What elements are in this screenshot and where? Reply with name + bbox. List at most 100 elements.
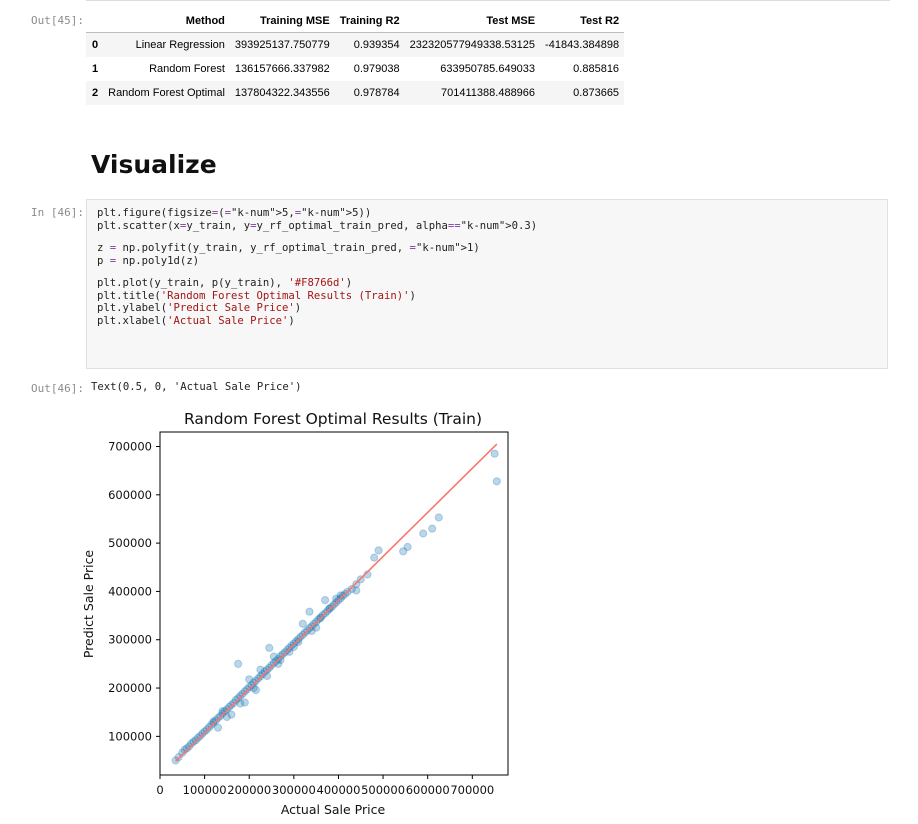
out46-prompt: Out[46]: (31, 382, 84, 395)
fit-line-layer (175, 443, 498, 763)
table-cell: Random Forest Optimal (103, 81, 230, 105)
scatter-point (174, 753, 183, 762)
x-tick-label: 600000 (406, 783, 450, 797)
scatter-point (234, 659, 243, 669)
scatter-point (227, 700, 236, 710)
y-tick-label: 100000 (108, 729, 152, 743)
scatter-point (370, 553, 379, 562)
scatter-point (347, 584, 356, 594)
scatter-point (269, 652, 278, 661)
scatter-point (258, 669, 267, 679)
scatter-point (198, 729, 207, 738)
scatter-point (242, 685, 252, 694)
table-cell: Random Forest (149, 63, 225, 75)
code-line: plt.ylabel('Predict Sale Price') (97, 302, 302, 314)
scatter-point (312, 623, 321, 632)
scatter-point (211, 716, 220, 725)
scatter-point (403, 542, 412, 552)
scatter-point (260, 667, 269, 676)
scatter-point (283, 645, 292, 655)
table-header: Method Training MSE Training R2 Test MSE Tes… (86, 9, 625, 33)
table-cell: 0.885816 (573, 63, 620, 75)
table-cell: 136157666.337982 (234, 63, 330, 75)
code-line: p = np.poly1d(z) (97, 254, 200, 267)
code-line: plt.figure(figsize=(="k-num">5,="k-num">… (97, 207, 372, 219)
x-tick-label: 200000 (227, 783, 271, 797)
table-cell: 633950785.649033 (440, 63, 536, 75)
scatter-point (213, 713, 223, 723)
scatter-point (276, 652, 285, 661)
y-tick-label: 600000 (108, 488, 152, 502)
scatter-point (251, 676, 260, 685)
scatter-point (271, 656, 281, 666)
table-body: 0 Linear Regression 393925137.750779 0.9393… (86, 32, 625, 105)
table-cell: 0.978784 (334, 81, 405, 105)
x-tick-label: 400000 (317, 783, 361, 797)
scatter-point (245, 675, 254, 684)
column-header: Test R2 (540, 9, 625, 33)
code-line: plt.scatter(x=y_train, y=y_rf_optimal_tr… (97, 219, 538, 232)
scatter-point (245, 683, 254, 692)
x-tick-label: 500000 (361, 783, 405, 797)
scatter-point (216, 712, 225, 721)
column-header: Training MSE (229, 9, 335, 33)
scatter-point (352, 586, 361, 595)
table-cell: Linear Regression (103, 32, 230, 57)
fit-line (175, 443, 498, 763)
code-line: plt.plot(y_train, p(y_train), '#F8766d') (97, 277, 353, 289)
x-tick-label: 700000 (450, 783, 494, 797)
scatter-point (263, 665, 272, 674)
y-axis-label: Predict Sale Price (81, 550, 96, 659)
scatter-point (222, 712, 231, 722)
scatter-point (249, 678, 258, 687)
scatter-point (292, 637, 301, 646)
y-tick-label: 200000 (108, 681, 152, 695)
scatter-point (213, 723, 223, 732)
scatter-point (178, 748, 187, 757)
out45-prompt: Out[45]: (31, 14, 84, 27)
table-row: 1 Random Forest 136157666.337982 0.979038 63… (86, 57, 624, 81)
code-line: plt.title('Random Forest Optimal Results… (97, 289, 416, 302)
scatter-point (254, 674, 263, 683)
table-cell: 0.873665 (540, 81, 625, 105)
chart-title: Random Forest Optimal Results (Train) (184, 410, 482, 428)
x-axis-ticks: 0 100000 200000 300000 400000 500000 600000 700… (156, 775, 494, 797)
scatter-point (269, 658, 278, 668)
table-cell: 232320577949338.53125 (404, 32, 541, 57)
scatter-point (285, 643, 294, 653)
table-cell: 393925137.750779 (229, 32, 335, 57)
y-axis-ticks: 100000 200000 300000 400000 500000 600000 7000… (108, 439, 160, 743)
scatter-points (171, 449, 501, 765)
scatter-point (428, 524, 437, 533)
x-tick-label: 300000 (272, 783, 316, 797)
table-cell: 701411388.488966 (404, 81, 541, 105)
scatter-point (280, 648, 289, 657)
scatter-point (225, 702, 234, 712)
x-tick-label: 100000 (183, 783, 227, 797)
code-cell-editor[interactable]: plt.figure(figsize=(="k-num">5,="k-num">… (86, 199, 888, 369)
y-tick-label: 700000 (108, 439, 152, 453)
scatter-point (229, 698, 238, 708)
scatter-point (209, 718, 218, 727)
code-line: z = np.polyfit(y_train, y_rf_optimal_tra… (97, 242, 480, 254)
scatter-point (207, 720, 216, 729)
scatter-point (296, 632, 305, 641)
scatter-point (236, 691, 245, 700)
plot-area-frame (159, 431, 509, 776)
scatter-point (196, 731, 205, 741)
column-header: Test MSE (404, 9, 541, 33)
index-header (86, 9, 104, 33)
row-index: 0 (86, 32, 104, 57)
cell-separator (86, 0, 890, 1)
scatter-point (321, 596, 330, 605)
scatter-point (231, 696, 240, 705)
scatter-point (305, 607, 314, 616)
scatter-point (227, 710, 236, 719)
column-header: Training R2 (334, 9, 405, 33)
table-cell: -41843.384898 (540, 32, 625, 57)
scatter-point (240, 687, 249, 696)
scatter-point (205, 723, 214, 732)
x-axis-label: Actual Sale Price (281, 802, 386, 817)
x-tick-label: 0 (156, 783, 163, 797)
table-cell: 137804322.343556 (229, 81, 335, 105)
